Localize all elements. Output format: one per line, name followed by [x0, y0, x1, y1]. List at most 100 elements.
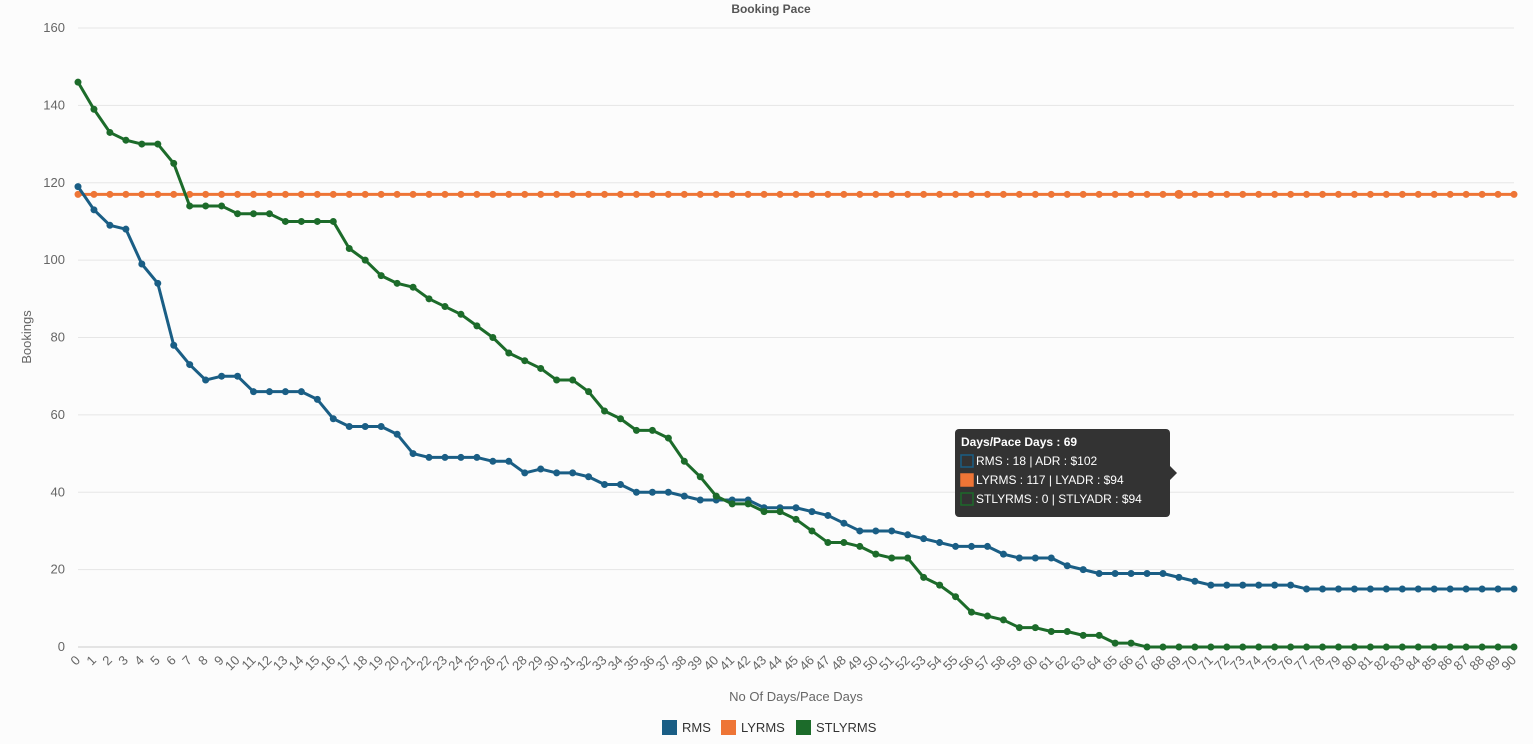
data-point[interactable] — [1334, 585, 1342, 593]
series-line-rms[interactable] — [76, 185, 1516, 591]
data-point[interactable] — [313, 217, 321, 225]
data-point[interactable] — [1334, 643, 1342, 651]
data-point[interactable] — [154, 140, 162, 148]
data-point[interactable] — [792, 504, 800, 512]
data-point[interactable] — [281, 388, 289, 396]
data-point[interactable] — [1239, 643, 1247, 651]
data-point[interactable] — [696, 496, 704, 504]
data-point[interactable] — [90, 105, 98, 113]
data-point[interactable] — [1031, 554, 1039, 562]
data-point[interactable] — [202, 376, 210, 384]
data-point[interactable] — [1366, 643, 1374, 651]
data-point[interactable] — [1111, 190, 1119, 198]
data-point[interactable] — [1207, 581, 1215, 589]
data-point[interactable] — [840, 519, 848, 527]
data-point[interactable] — [760, 508, 768, 516]
data-point[interactable] — [1446, 190, 1454, 198]
data-point[interactable] — [856, 190, 864, 198]
legend-item-lyrms[interactable]: LYRMS — [721, 720, 785, 735]
data-point[interactable] — [537, 364, 545, 372]
data-point[interactable] — [74, 78, 82, 86]
data-point[interactable] — [983, 612, 991, 620]
data-point[interactable] — [329, 190, 337, 198]
data-point[interactable] — [377, 190, 385, 198]
data-point[interactable] — [664, 488, 672, 496]
data-point[interactable] — [601, 407, 609, 415]
data-point[interactable] — [1239, 581, 1247, 589]
data-point[interactable] — [505, 457, 513, 465]
data-point[interactable] — [1462, 585, 1470, 593]
data-point[interactable] — [457, 453, 465, 461]
data-point[interactable] — [616, 415, 624, 423]
data-point[interactable] — [1350, 190, 1358, 198]
data-point[interactable] — [265, 388, 273, 396]
data-point[interactable] — [1223, 643, 1231, 651]
data-point[interactable] — [1063, 562, 1071, 570]
data-point[interactable] — [393, 279, 401, 287]
data-point[interactable] — [106, 128, 114, 136]
data-point[interactable] — [1255, 190, 1263, 198]
data-point[interactable] — [1303, 643, 1311, 651]
data-point[interactable] — [250, 388, 258, 396]
data-point[interactable] — [297, 190, 305, 198]
data-point[interactable] — [521, 357, 529, 365]
data-point[interactable] — [968, 190, 976, 198]
data-point[interactable] — [760, 190, 768, 198]
data-point[interactable] — [1111, 639, 1119, 647]
data-point[interactable] — [1015, 624, 1023, 632]
data-point[interactable] — [664, 190, 672, 198]
data-point[interactable] — [297, 217, 305, 225]
data-point[interactable] — [952, 542, 960, 550]
data-point[interactable] — [377, 272, 385, 280]
data-point[interactable] — [999, 550, 1007, 558]
data-point[interactable] — [1223, 190, 1231, 198]
data-point[interactable] — [872, 550, 880, 558]
data-point[interactable] — [489, 457, 497, 465]
data-point[interactable] — [1319, 190, 1327, 198]
data-point[interactable] — [1319, 585, 1327, 593]
data-point[interactable] — [170, 159, 178, 167]
data-point[interactable] — [457, 310, 465, 318]
data-point[interactable] — [281, 190, 289, 198]
data-point[interactable] — [601, 190, 609, 198]
data-point[interactable] — [218, 202, 226, 210]
data-point[interactable] — [1462, 190, 1470, 198]
data-point[interactable] — [968, 542, 976, 550]
data-point[interactable] — [1430, 585, 1438, 593]
data-point[interactable] — [170, 341, 178, 349]
data-point[interactable] — [1031, 190, 1039, 198]
data-point[interactable] — [1398, 643, 1406, 651]
data-point[interactable] — [1095, 190, 1103, 198]
data-point[interactable] — [712, 492, 720, 500]
data-point[interactable] — [1174, 189, 1184, 199]
data-point[interactable] — [1127, 190, 1135, 198]
data-point[interactable] — [1223, 581, 1231, 589]
data-point[interactable] — [265, 210, 273, 218]
data-point[interactable] — [1271, 643, 1279, 651]
data-point[interactable] — [968, 608, 976, 616]
data-point[interactable] — [1414, 190, 1422, 198]
data-point[interactable] — [186, 190, 194, 198]
data-point[interactable] — [696, 190, 704, 198]
data-point[interactable] — [569, 469, 577, 477]
data-point[interactable] — [202, 190, 210, 198]
data-point[interactable] — [521, 190, 529, 198]
data-point[interactable] — [489, 190, 497, 198]
data-point[interactable] — [648, 190, 656, 198]
legend-item-stlyrms[interactable]: STLYRMS — [796, 720, 877, 735]
data-point[interactable] — [74, 183, 82, 191]
data-point[interactable] — [106, 190, 114, 198]
data-point[interactable] — [345, 422, 353, 430]
data-point[interactable] — [553, 190, 561, 198]
data-point[interactable] — [616, 190, 624, 198]
data-point[interactable] — [1446, 643, 1454, 651]
data-point[interactable] — [1303, 585, 1311, 593]
data-point[interactable] — [106, 221, 114, 229]
data-point[interactable] — [983, 190, 991, 198]
data-point[interactable] — [1175, 573, 1183, 581]
data-point[interactable] — [585, 473, 593, 481]
data-point[interactable] — [1510, 643, 1518, 651]
data-point[interactable] — [1446, 585, 1454, 593]
data-point[interactable] — [553, 376, 561, 384]
data-point[interactable] — [361, 190, 369, 198]
